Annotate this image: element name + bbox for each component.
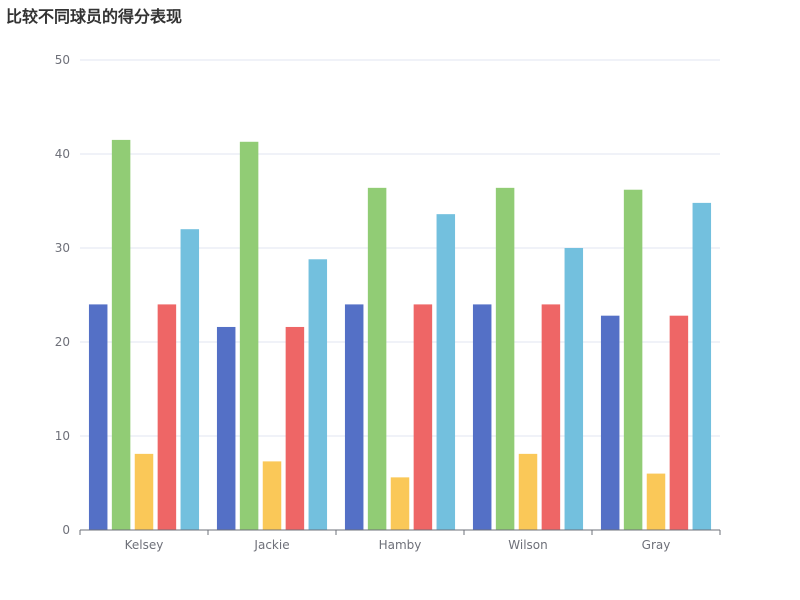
y-tick-label: 30 bbox=[55, 241, 70, 255]
x-tick-label: Hamby bbox=[379, 538, 422, 552]
bar[interactable] bbox=[111, 139, 131, 530]
bar[interactable] bbox=[262, 461, 282, 530]
bar[interactable] bbox=[413, 304, 433, 530]
bar[interactable] bbox=[436, 214, 456, 530]
bar[interactable] bbox=[285, 326, 305, 530]
y-tick-label: 40 bbox=[55, 147, 70, 161]
bar[interactable] bbox=[472, 304, 492, 530]
bar[interactable] bbox=[669, 315, 689, 530]
y-tick-label: 50 bbox=[55, 53, 70, 67]
x-tick-label: Jackie bbox=[253, 538, 289, 552]
y-axis-ticks: 0 10 20 30 40 50 bbox=[55, 53, 70, 537]
bar[interactable] bbox=[157, 304, 177, 530]
chart-title: 比较不同球员的得分表现 bbox=[6, 7, 183, 26]
y-tick-label: 0 bbox=[62, 523, 70, 537]
x-tick-label: Gray bbox=[642, 538, 671, 552]
x-tick-label: Wilson bbox=[508, 538, 547, 552]
bar[interactable] bbox=[390, 477, 410, 530]
x-tick-label: Kelsey bbox=[125, 538, 164, 552]
bar[interactable] bbox=[88, 304, 108, 530]
bar[interactable] bbox=[600, 315, 620, 530]
bar[interactable] bbox=[180, 229, 200, 530]
bar[interactable] bbox=[367, 187, 387, 530]
bar[interactable] bbox=[692, 202, 712, 530]
bar[interactable] bbox=[134, 453, 154, 530]
bar[interactable] bbox=[518, 453, 538, 530]
x-axis: Kelsey Jackie Hamby Wilson Gray bbox=[79, 529, 721, 552]
bar[interactable] bbox=[344, 304, 364, 530]
bar[interactable] bbox=[646, 473, 666, 530]
bars bbox=[88, 139, 712, 530]
y-tick-label: 20 bbox=[55, 335, 70, 349]
bar[interactable] bbox=[623, 189, 643, 530]
bar[interactable] bbox=[308, 259, 328, 530]
y-tick-label: 10 bbox=[55, 429, 70, 443]
bar[interactable] bbox=[216, 326, 236, 530]
bar[interactable] bbox=[239, 141, 259, 530]
bar[interactable] bbox=[564, 248, 584, 530]
bar[interactable] bbox=[495, 187, 515, 530]
bar[interactable] bbox=[541, 304, 561, 530]
